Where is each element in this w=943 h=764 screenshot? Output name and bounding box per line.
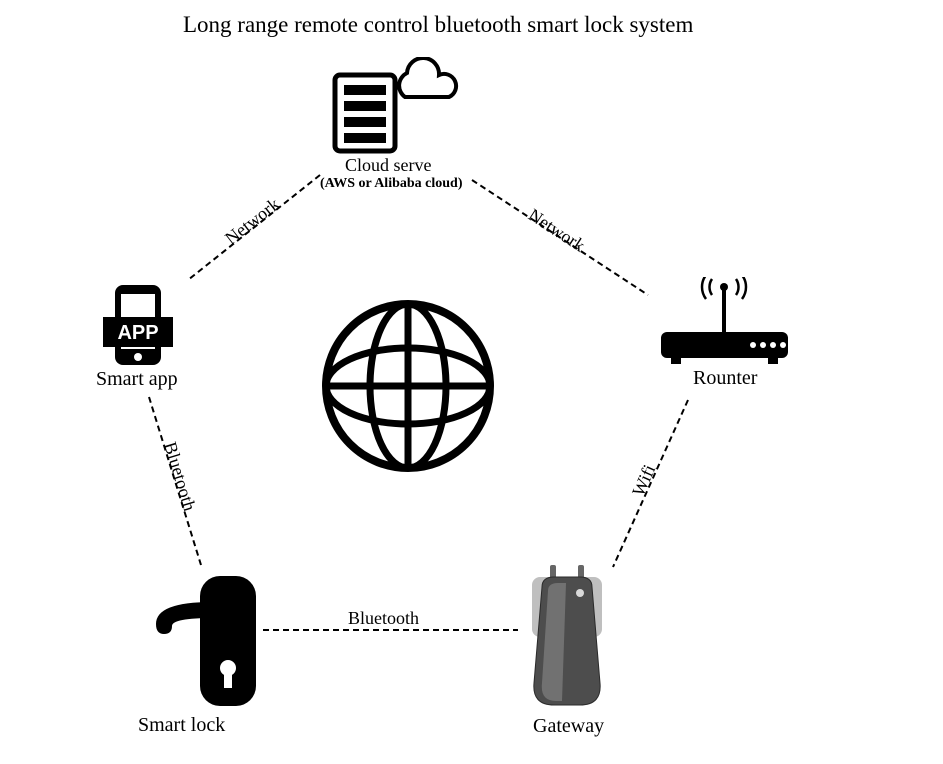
smart-app-icon: APP [103, 283, 173, 367]
router-label: Rounter [693, 367, 757, 390]
gateway-icon [524, 563, 616, 713]
edge-label: Bluetooth [348, 608, 419, 629]
router-icon [657, 277, 792, 367]
globe-icon [318, 296, 498, 476]
cloud-server-icon [329, 57, 459, 155]
smart-lock-icon [148, 572, 263, 712]
lock-label: Smart lock [138, 714, 225, 737]
app-label: Smart app [96, 368, 178, 391]
cloud-label: Cloud serve [345, 155, 431, 176]
cloud-sublabel: (AWS or Alibaba cloud) [320, 176, 463, 192]
gateway-label: Gateway [533, 715, 604, 738]
svg-text:APP: APP [117, 322, 158, 344]
